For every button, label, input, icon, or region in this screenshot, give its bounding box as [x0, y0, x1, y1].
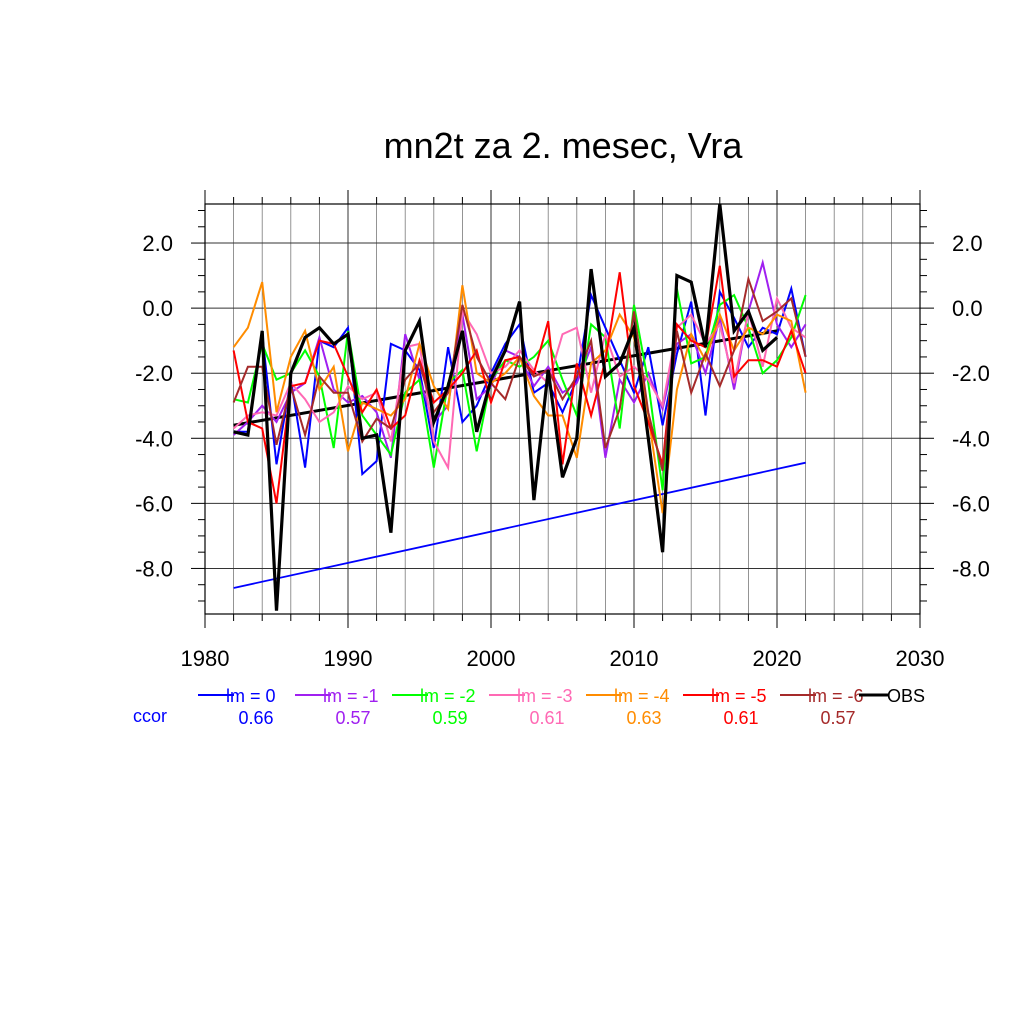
- y-tick-label-left: 0.0: [142, 296, 173, 321]
- legend-ccor-value: 0.57: [820, 708, 855, 728]
- y-tick-label-right: -6.0: [952, 491, 990, 516]
- legend-ccor-value: 0.59: [432, 708, 467, 728]
- legend-label-obs: OBS: [887, 686, 925, 706]
- chart-title: mn2t za 2. mesec, Vra: [384, 125, 744, 166]
- trend-line: [233, 329, 778, 427]
- x-tick-label: 2000: [467, 646, 516, 671]
- y-tick-label-left: -8.0: [135, 556, 173, 581]
- legend-label: lm = -6: [808, 686, 864, 706]
- legend-ccor-value: 0.61: [529, 708, 564, 728]
- legend-ccor-value: 0.61: [723, 708, 758, 728]
- x-tick-label: 1980: [181, 646, 230, 671]
- legend-label: lm = -1: [323, 686, 379, 706]
- x-tick-label: 1990: [324, 646, 373, 671]
- legend-label: lm = -2: [420, 686, 476, 706]
- grid: [204, 204, 921, 614]
- axes: 2.0 2.0 0.0 0.0 -2.0 -2.0 -4.0 -4.0 -6.0 -6.0 -8.0…: [135, 190, 990, 671]
- x-tick-label: 2030: [896, 646, 945, 671]
- series-line-lm-2: [233, 288, 807, 491]
- x-tick-label: 2010: [610, 646, 659, 671]
- y-tick-label-left: -6.0: [135, 491, 173, 516]
- trend-lines: [233, 329, 806, 589]
- legend-ccor-value: 0.63: [626, 708, 661, 728]
- series-lines: [232, 258, 807, 514]
- series-line-lm-0: [233, 284, 807, 477]
- legend-ccor-value: 0.57: [335, 708, 370, 728]
- y-tick-label-right: -2.0: [952, 361, 990, 386]
- legend-ccor-value: 0.66: [238, 708, 273, 728]
- y-tick-label-right: 2.0: [952, 231, 983, 256]
- y-tick-label-left: -2.0: [135, 361, 173, 386]
- legend-label: lm = -3: [517, 686, 573, 706]
- ccor-label: ccor: [133, 706, 167, 726]
- series-line-lm-6: [232, 274, 807, 472]
- y-tick-label-right: -4.0: [952, 426, 990, 451]
- series-line-obs: [233, 203, 779, 611]
- y-tick-label-right: 0.0: [952, 296, 983, 321]
- legend-label: lm = -4: [614, 686, 670, 706]
- series-line-lm-3: [232, 295, 807, 471]
- plot-frame: [204, 203, 921, 615]
- x-tick-label: 2020: [753, 646, 802, 671]
- y-tick-label-right: -8.0: [952, 556, 990, 581]
- obs-line: [233, 203, 779, 611]
- y-tick-label-left: -4.0: [135, 426, 173, 451]
- trend-line: [233, 461, 806, 589]
- y-tick-label-left: 2.0: [142, 231, 173, 256]
- legend-label: lm = 0: [226, 686, 276, 706]
- legend-label: lm = -5: [711, 686, 767, 706]
